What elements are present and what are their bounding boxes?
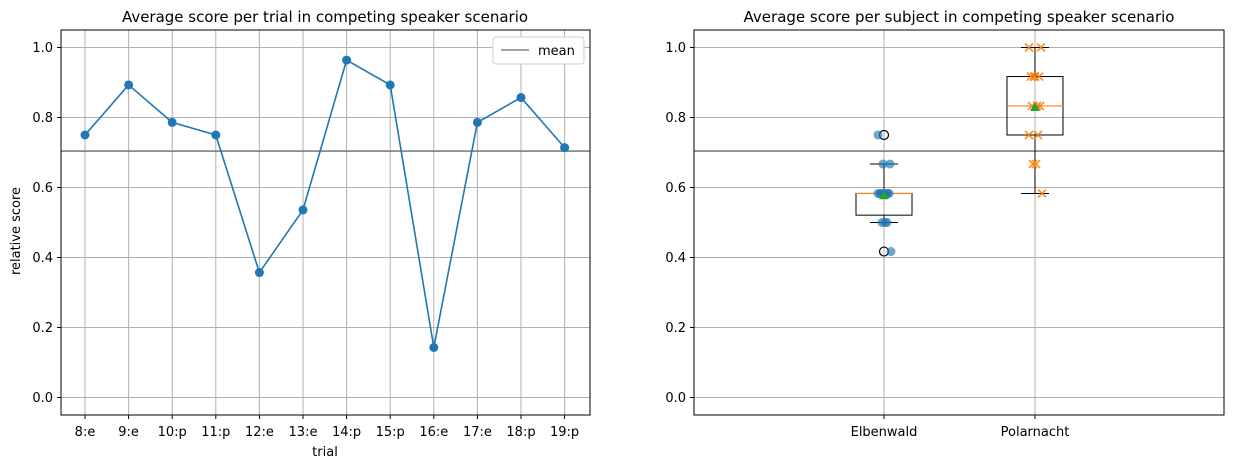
- left-x-tick-label: 13:e: [289, 425, 318, 440]
- right-x-tick-label: Polarnacht: [1001, 425, 1070, 440]
- subject-point: [1028, 159, 1038, 169]
- left-x-tick-label: 19:p: [550, 425, 579, 440]
- right-y-tick-label: 0.4: [665, 251, 686, 266]
- trial-score-chart: Average score per trial in competing spe…: [9, 8, 591, 460]
- legend: mean: [492, 36, 585, 65]
- right-y-tick-label: 0.2: [665, 321, 686, 336]
- left-y-axis-label: relative score: [9, 187, 24, 275]
- subject-point: [880, 218, 890, 227]
- subject-point: [1024, 42, 1034, 53]
- subject-point: [1026, 71, 1036, 82]
- right-x-tick-label: Elbenwald: [851, 425, 918, 440]
- left-x-axis-label: trial: [312, 445, 338, 460]
- subject-point: [1024, 130, 1034, 140]
- subject-point: [873, 188, 883, 198]
- left-x-tick-label: 18:p: [506, 425, 535, 440]
- data-point: [298, 205, 308, 215]
- right-chart-title: Average score per subject in competing s…: [744, 8, 1175, 26]
- left-x-tick-label: 12:e: [245, 425, 274, 440]
- legend-mean-label: mean: [538, 44, 575, 59]
- legend-box: [492, 36, 585, 65]
- right-y-tick-label: 1.0: [665, 41, 686, 56]
- left-x-tick-label: 14:p: [332, 425, 361, 440]
- left-y-tick-label: 1.0: [32, 41, 53, 56]
- left-x-tick-label: 9:e: [118, 425, 139, 440]
- data-point: [429, 342, 439, 352]
- subject-point: [873, 130, 883, 140]
- subject-point: [1033, 130, 1043, 140]
- left-chart-title: Average score per trial in competing spe…: [122, 8, 528, 26]
- subject-point: [886, 247, 896, 257]
- left-y-tick-label: 0.2: [32, 321, 53, 336]
- data-point: [516, 93, 526, 103]
- left-y-tick-label: 0.8: [32, 111, 53, 126]
- data-point: [80, 130, 90, 140]
- subject-point: [1036, 42, 1046, 53]
- box-mean-marker: [879, 190, 889, 200]
- left-x-tick-label: 8:e: [75, 425, 96, 440]
- data-point: [560, 143, 570, 153]
- data-point: [124, 80, 134, 90]
- right-plot-frame: [693, 29, 1225, 416]
- data-point: [167, 117, 177, 127]
- subject-score-chart: Average score per subject in competing s…: [665, 8, 1225, 440]
- right-y-tick-label: 0.0: [665, 391, 686, 406]
- subject-point: [1030, 71, 1040, 82]
- series-line: [84, 58, 566, 348]
- left-y-tick-label: 0.0: [32, 391, 53, 406]
- subject-point: [885, 159, 895, 169]
- left-x-tick-label: 11:p: [201, 425, 230, 440]
- left-x-tick-label: 16:e: [419, 425, 448, 440]
- subject-point: [878, 159, 888, 169]
- data-point: [472, 117, 482, 127]
- left-x-tick-label: 17:e: [463, 425, 492, 440]
- left-plot-frame: [60, 29, 591, 416]
- data-point: [211, 130, 221, 140]
- subject-point: [1031, 159, 1041, 169]
- left-x-tick-label: 10:p: [158, 425, 187, 440]
- data-point: [385, 80, 395, 90]
- right-y-tick-label: 0.8: [665, 111, 686, 126]
- data-point: [342, 55, 352, 65]
- subject-point: [1037, 188, 1047, 199]
- data-point: [254, 268, 264, 278]
- subject-point: [1034, 71, 1044, 82]
- left-y-tick-label: 0.6: [32, 181, 53, 196]
- right-y-tick-label: 0.6: [665, 181, 686, 196]
- box-mean-marker: [1030, 102, 1040, 111]
- left-y-tick-label: 0.4: [32, 251, 53, 266]
- left-x-tick-label: 15:p: [376, 425, 405, 440]
